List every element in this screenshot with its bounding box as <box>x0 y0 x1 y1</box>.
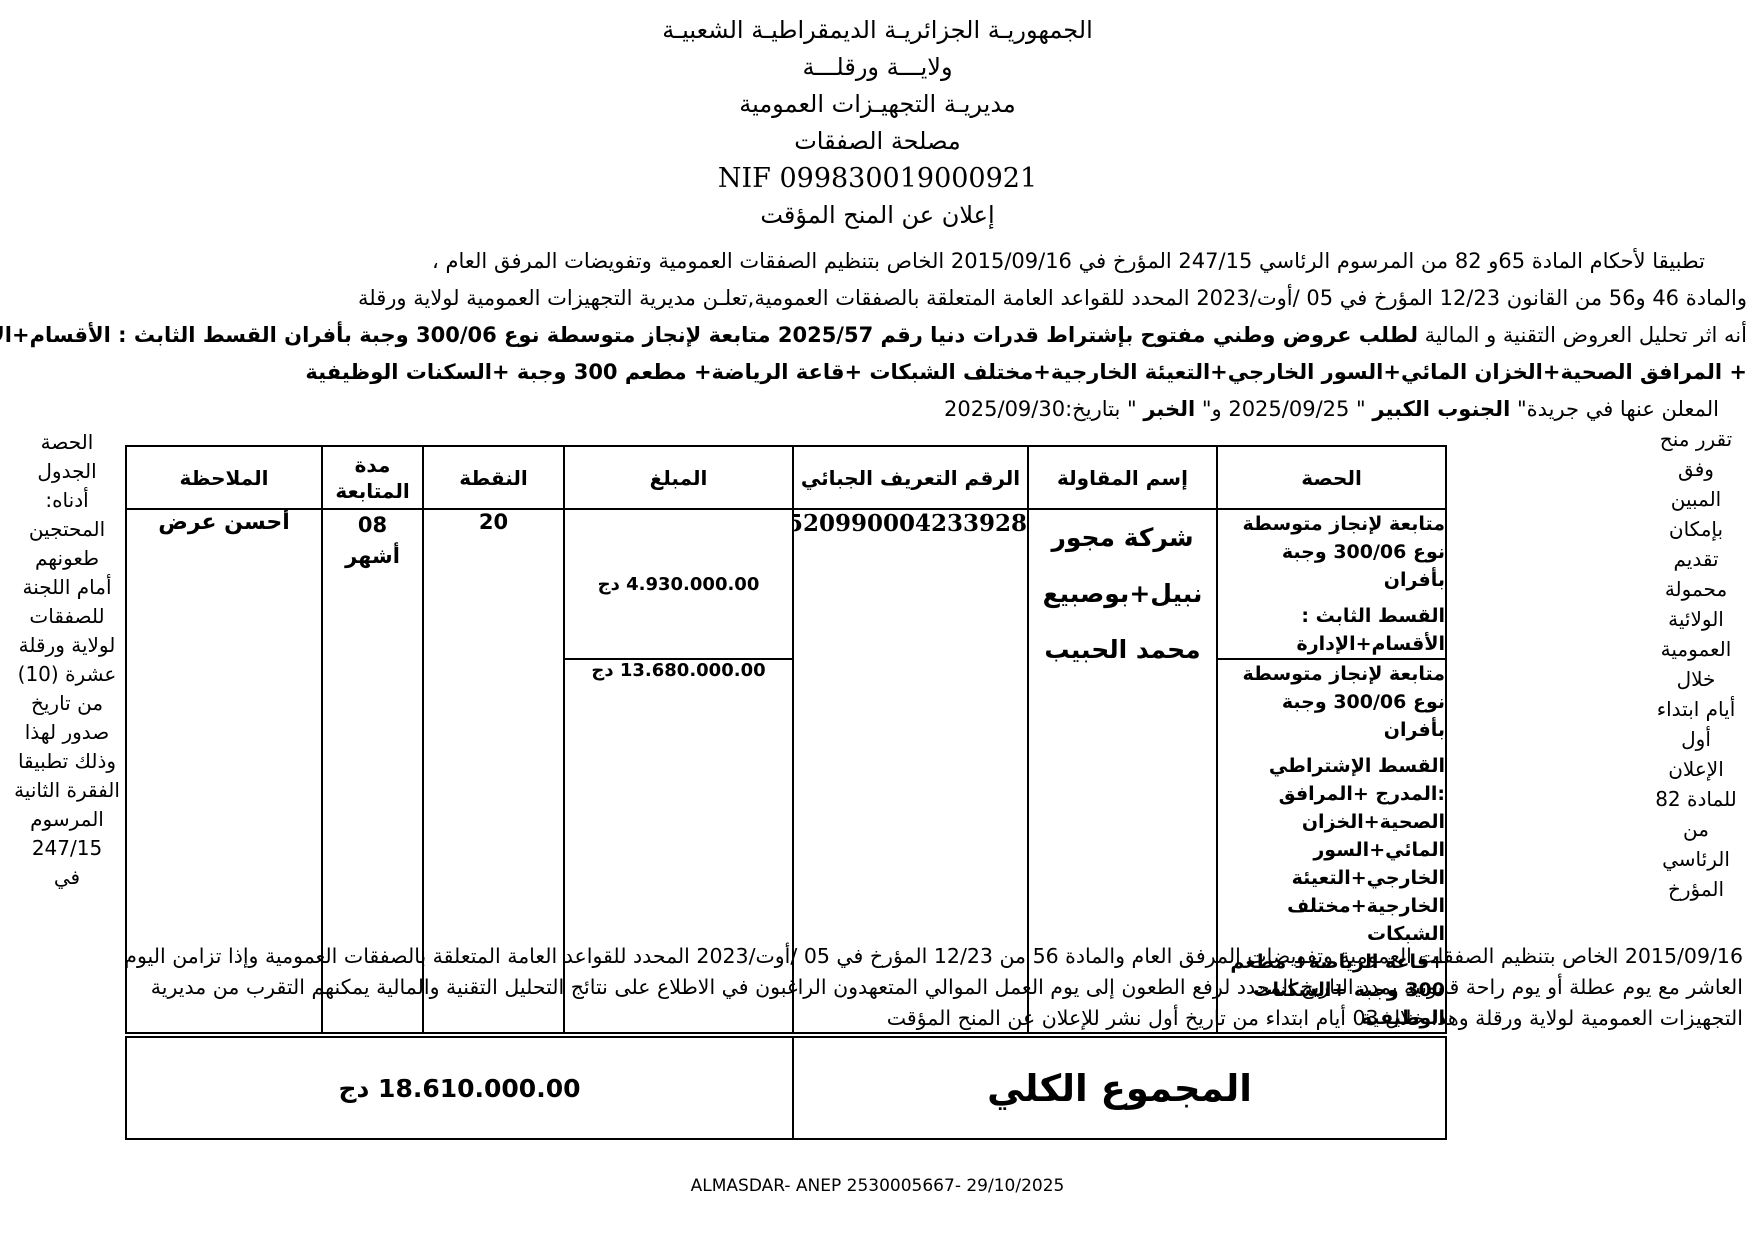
lot2-line: +قاعة الرياضة+ مطعم 300 وجبة +السكنات <box>1230 951 1445 1001</box>
intro-line-3-bold: لطلب عروض وطني مفتوح بإشتراط قدرات دنيا … <box>0 323 1418 347</box>
award-table: الحصة إسم المقاولة الرقم التعريف الجبائي… <box>125 445 1447 1140</box>
lot2-line: الصحية+الخزان المائي+السور <box>1301 811 1445 861</box>
letterhead: الجمهوريـة الجزائريـة الديمقراطيـة الشعب… <box>0 12 1755 234</box>
col-header-tax-id: الرقم التعريف الجبائي <box>792 445 1029 510</box>
closing-line-1: 2015/09/16 الخاص بتنظيم الصفقات العمومية… <box>124 944 1743 968</box>
lot2-line: القسط الإشتراطي :المدرج +المرافق <box>1268 755 1445 805</box>
lot1-line: بأفران <box>1383 569 1445 591</box>
lot2-line: الوظيفية <box>1360 1007 1445 1029</box>
duration-line: 08 <box>357 513 388 537</box>
lot2-description-cell: متابعة لإنجاز متوسطة نوع 300/06 وجبة بأف… <box>1216 658 1447 1036</box>
table-header-row: الحصة إسم المقاولة الرقم التعريف الجبائي… <box>125 445 1447 510</box>
intro-line-5: المعلن عنها في جريدة" الجنوب الكبير " 20… <box>8 391 1747 428</box>
side-left-line: لولاية ورقلة <box>18 633 116 657</box>
side-right-line: تقرر منح <box>1659 427 1733 451</box>
side-right-line: المبين <box>1670 487 1722 511</box>
company-line: شركة مجور <box>1051 523 1194 552</box>
table-row-lot2: متابعة لإنجاز متوسطة نوع 300/06 وجبة بأف… <box>126 658 1447 1036</box>
anep-reference: ALMASDAR- ANEP 2530005667- 29/10/2025 <box>690 1176 1065 1196</box>
col-header-score: النقطة <box>422 445 565 510</box>
intro-paragraph: تطبيقا لأحكام المادة 65و 82 من المرسوم ا… <box>0 243 1755 428</box>
lot1-description-cell: متابعة لإنجاز متوسطة نوع 300/06 وجبة بأف… <box>1216 508 1447 660</box>
side-right-line: تقديم <box>1673 547 1719 571</box>
side-right-line: العمومية <box>1660 637 1732 661</box>
lot1-line: متابعة لإنجاز متوسطة نوع 300/06 وجبة <box>1242 513 1445 563</box>
service-line: مصلحة الصفقات <box>794 127 961 155</box>
note-cell: أحسن عرض <box>125 508 323 1036</box>
intro-line-1: تطبيقا لأحكام المادة 65و 82 من المرسوم ا… <box>432 249 1705 273</box>
side-text-left: الحصة الجدول أدناه: المحتجين طعونهم أمام… <box>4 428 130 892</box>
intro-line-2: والمادة 46 و56 من القانون 12/23 المؤرخ ف… <box>358 286 1747 310</box>
side-right-line: الإعلان <box>1668 757 1724 781</box>
duration-line: أشهر <box>345 544 400 568</box>
side-left-line: من تاريخ <box>30 691 104 715</box>
lot1-amount-cell: 4.930.000.00 دج <box>563 508 794 660</box>
side-left-line: وذلك تطبيقا <box>17 749 117 773</box>
side-right-line: للمادة 82 <box>1655 787 1737 811</box>
col-header-duration: مدة المتابعة <box>321 445 424 510</box>
side-right-line: بإمكان <box>1668 517 1724 541</box>
side-right-line: محمولة <box>1664 577 1728 601</box>
table-total-row: المجموع الكلي 18.610.000.00 دج <box>125 1032 1447 1140</box>
company-line: محمد الحبيب <box>1044 635 1201 664</box>
newspaper-1: الجنوب الكبير <box>1372 397 1511 421</box>
intro-line-3-normal: أنه اثر تحليل العروض التقنية و المالية <box>1417 323 1747 347</box>
republic-line: الجمهوريـة الجزائريـة الديمقراطيـة الشعب… <box>662 16 1093 44</box>
company-line: نبيل+بوصبيع <box>1042 579 1203 608</box>
side-left-line: الحصة <box>40 430 94 454</box>
newspapers-prefix: المعلن عنها في جريدة" <box>1510 397 1719 421</box>
side-right-line: المؤرخ <box>1667 877 1725 901</box>
side-right-line: الرئاسي <box>1662 847 1730 871</box>
duration-cell: 08 أشهر <box>321 508 424 1036</box>
tax-id-cell: 520990004233928 <box>792 508 1029 1036</box>
nif-number: NIF 099830019000921 <box>717 163 1038 194</box>
side-text-right: تقرر منح وفق المبين بإمكان تقديم محمولة … <box>1639 424 1753 904</box>
side-left-line: صدور لهذا <box>24 720 110 744</box>
newspapers-suffix: " بتاريخ:2025/09/30 <box>944 397 1144 421</box>
side-right-line: أيام ابتداء <box>1656 697 1736 721</box>
side-left-line: أدناه: <box>45 488 89 512</box>
lot2-line: متابعة لإنجاز متوسطة نوع 300/06 وجبة <box>1242 663 1445 713</box>
newspapers-middle: " 2025/09/25 و" <box>1195 397 1373 421</box>
side-left-line: 247/15 <box>31 836 103 860</box>
total-amount-cell: 18.610.000.00 دج <box>125 1032 794 1140</box>
closing-paragraph: 2015/09/16 الخاص بتنظيم الصفقات العمومية… <box>10 941 1743 1034</box>
directorate-line: مديريـة التجهيـزات العمومية <box>739 90 1016 118</box>
total-label-cell: المجموع الكلي <box>792 1032 1447 1140</box>
col-header-note: الملاحظة <box>125 445 323 510</box>
intro-line-4: + المرافق الصحية+الخزان المائي+السور الخ… <box>305 360 1747 384</box>
newspaper-2: الخبر <box>1143 397 1196 421</box>
col-header-amount: المبلغ <box>563 445 794 510</box>
score-cell: 20 <box>422 508 565 1036</box>
closing-line-2: العاشر مع يوم عطلة أو يوم راحة قانونية ي… <box>150 975 1743 999</box>
wilaya-line: ولايـــة ورقلـــة <box>802 53 953 81</box>
side-right-line: الولائية <box>1668 607 1724 631</box>
side-left-line: المحتجين <box>28 517 106 541</box>
side-left-line: الجدول <box>37 459 97 483</box>
table-row-lot1: متابعة لإنجاز متوسطة نوع 300/06 وجبة بأف… <box>125 508 1447 1036</box>
lot1-line: القسط الثابث : الأقسام+الإدارة <box>1296 605 1445 655</box>
col-header-company: إسم المقاولة <box>1027 445 1218 510</box>
side-left-line: المرسوم <box>30 807 104 831</box>
side-right-line: من <box>1683 817 1709 841</box>
page-title: إعلان عن المنح المؤقت <box>760 201 995 229</box>
side-left-line: في <box>53 865 81 889</box>
side-right-line: وفق <box>1678 457 1714 481</box>
company-name-cell: شركة مجور نبيل+بوصبيع محمد الحبيب <box>1027 508 1218 1036</box>
col-header-lot: الحصة <box>1216 445 1447 510</box>
side-left-line: طعونهم <box>35 546 99 570</box>
lot2-amount-cell: 13.680.000.00 دج <box>563 658 794 1036</box>
side-left-line: أمام اللجنة <box>22 575 112 599</box>
lot2-line: الخارجي+التعيئة الخارجية+مختلف الشبكات <box>1287 867 1445 945</box>
closing-line-3: التجهيزات العمومية لولاية ورقلة وهدا خلا… <box>886 1006 1743 1030</box>
side-left-line: للصفقات <box>29 604 105 628</box>
side-left-line: الفقرة الثانية <box>14 778 120 802</box>
intro-line-3: أنه اثر تحليل العروض التقنية و المالية ل… <box>0 317 1747 354</box>
lot2-line: بأفران <box>1383 719 1445 741</box>
side-right-line: خلال <box>1676 667 1716 691</box>
side-left-line: عشرة (10) <box>17 662 117 686</box>
side-right-line: أول <box>1681 727 1711 751</box>
